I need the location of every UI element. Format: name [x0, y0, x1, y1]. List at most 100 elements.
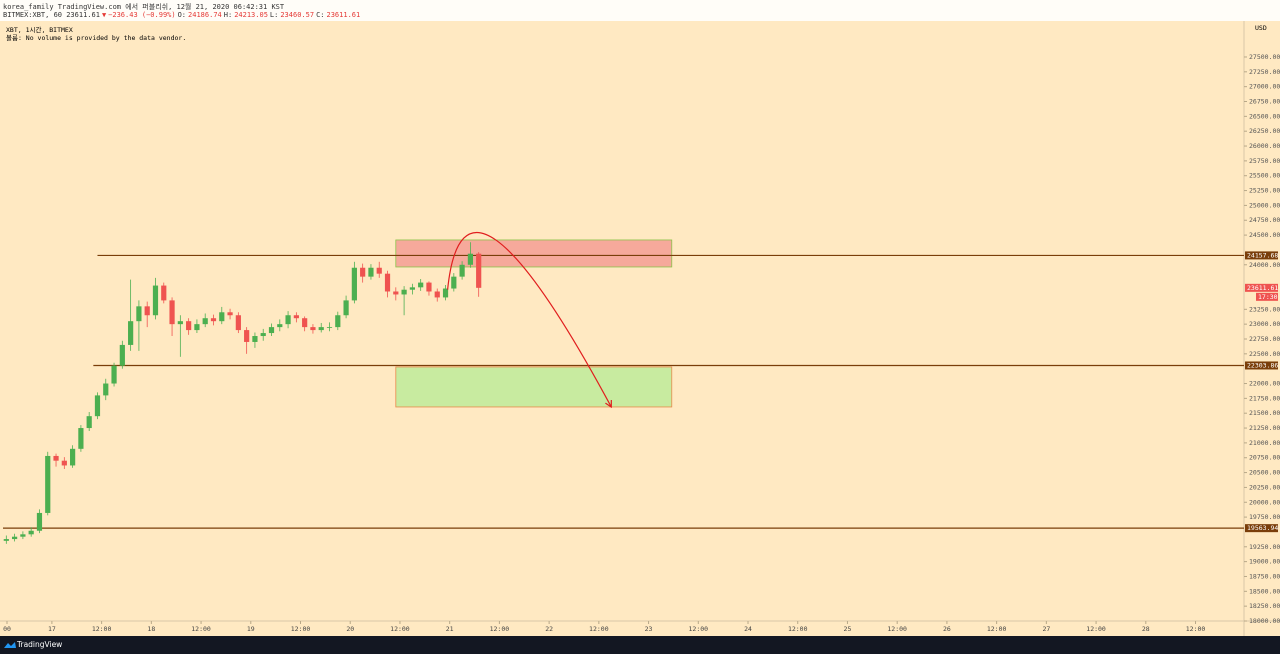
y-tick-label: 25500.00 [1249, 172, 1280, 180]
chart: XBT, 1시간, BITMEX 볼륨: No volume is provid… [0, 21, 1280, 636]
x-tick-label: 18 [147, 625, 155, 633]
candle-body [86, 416, 92, 429]
y-tick-label: 27250.00 [1249, 68, 1280, 76]
candle-body [384, 273, 391, 292]
y-tick-label: 24000.00 [1249, 261, 1280, 269]
x-tick-label: 27 [1042, 625, 1050, 633]
candle-body [235, 315, 241, 331]
candle-body [426, 282, 432, 292]
ohlc-part: O: [177, 11, 187, 19]
x-tick-label: 12:00 [689, 625, 709, 633]
y-tick-label: 25000.00 [1249, 201, 1280, 209]
ohlc-part: H: [223, 11, 233, 19]
y-tick-label: 22000.00 [1249, 380, 1280, 388]
x-tick-label: 12:00 [1186, 625, 1206, 633]
ohlc-part: ▼ [101, 11, 107, 19]
y-tick-label: 18250.00 [1249, 602, 1280, 610]
ohlc-part: BITMEX:XBT, 60 23611.61 [3, 11, 100, 19]
last-price: 23611.61 [1247, 284, 1278, 292]
candle-body [244, 330, 250, 342]
x-tick-label: 26 [943, 625, 951, 633]
candle-body [476, 253, 482, 288]
candle-body [451, 276, 457, 289]
arrow-head [605, 399, 612, 409]
y-tick-label: 19000.00 [1249, 558, 1280, 566]
candle-body [136, 306, 142, 322]
x-tick-label: 12:00 [390, 625, 410, 633]
candle-body [177, 321, 183, 325]
y-tick-label: 20750.00 [1249, 454, 1280, 462]
y-tick-label: 18750.00 [1249, 572, 1280, 580]
y-tick-label: 27000.00 [1249, 83, 1280, 91]
plot [3, 231, 1244, 544]
candle-body [152, 285, 159, 316]
x-tick-label: 17 [48, 625, 56, 633]
level-label-bg [1245, 361, 1278, 370]
candle-body [442, 288, 449, 298]
candle-body [169, 300, 175, 325]
x-tick-label: 24 [744, 625, 752, 633]
y-tick-label: 24750.00 [1249, 216, 1280, 224]
y-tick-label: 19250.00 [1249, 543, 1280, 551]
candle-body [219, 312, 225, 322]
level-label-bg [1245, 524, 1278, 533]
candle-body [326, 327, 333, 328]
y-tick-label: 22500.00 [1249, 350, 1280, 358]
x-tick-label: 12:00 [191, 625, 211, 633]
y-tick-label: 22750.00 [1249, 335, 1280, 343]
header: korea_family TradingView.com 에서 퍼블리쉬, 12… [0, 0, 1280, 21]
ohlc-part: C: [316, 11, 325, 19]
x-tick-label: 12:00 [490, 625, 510, 633]
y-tick-label: 19750.00 [1249, 513, 1280, 521]
x-tick-label: 20 [346, 625, 354, 633]
candle-body [128, 321, 134, 345]
logo [4, 642, 16, 648]
x-tick-label: 12:00 [1086, 625, 1106, 633]
footer: TradingView [0, 636, 1280, 654]
candle-body [351, 267, 357, 301]
candle-body [210, 318, 217, 322]
candle-body [202, 318, 208, 325]
candle-body [293, 315, 299, 319]
ohlc-line: BITMEX:XBT, 60 23611.61 ▼ −236.43 (−0.99%)… [3, 11, 362, 19]
level-label: 22303.86 [1247, 361, 1278, 369]
candle-body [418, 282, 424, 288]
candle-body [45, 455, 51, 513]
candle-body [103, 383, 109, 396]
ohlc-part: L: [269, 11, 279, 19]
y-tick-label: 20000.00 [1249, 498, 1280, 506]
y-tick-label: 27500.00 [1249, 53, 1280, 61]
y-tick-label: 23000.00 [1249, 320, 1280, 328]
x-tick-label: 28 [1142, 625, 1150, 633]
y-tick-label: 20500.00 [1249, 469, 1280, 477]
candle-body [53, 455, 59, 461]
candle-body [94, 395, 101, 417]
candle-body [28, 530, 34, 535]
candle-body [459, 264, 465, 277]
candle-body [161, 285, 167, 301]
y-tick-label: 21750.00 [1249, 394, 1280, 402]
candle-body [376, 267, 382, 274]
y-tick-label: 26250.00 [1249, 127, 1280, 135]
candle-body [285, 315, 291, 325]
candle-body [260, 333, 266, 337]
y-tick-label: 23250.00 [1249, 305, 1280, 313]
candle-body [409, 287, 415, 290]
candle-body [144, 306, 150, 316]
x-tick-label: 12:00 [92, 625, 112, 633]
ohlc-part: 24213.05 [234, 11, 268, 19]
candle-body [252, 336, 258, 342]
x-tick-label: 00 [3, 625, 11, 633]
candle-body [78, 428, 84, 449]
x-tick-label: 12:00 [788, 625, 808, 633]
candle-body [3, 539, 9, 541]
candle-body [111, 365, 117, 384]
publish-info: korea_family TradingView.com 에서 퍼블리쉬, 12… [3, 3, 285, 11]
x-tick-label: 19 [247, 625, 255, 633]
y-tick-label: 21250.00 [1249, 424, 1280, 432]
legend-symbol: XBT, 1시간, BITMEX [6, 25, 73, 34]
y-tick-label: 18000.00 [1249, 617, 1280, 625]
candle-body [20, 534, 26, 537]
candle-body [302, 318, 308, 328]
candle-body [268, 327, 275, 334]
